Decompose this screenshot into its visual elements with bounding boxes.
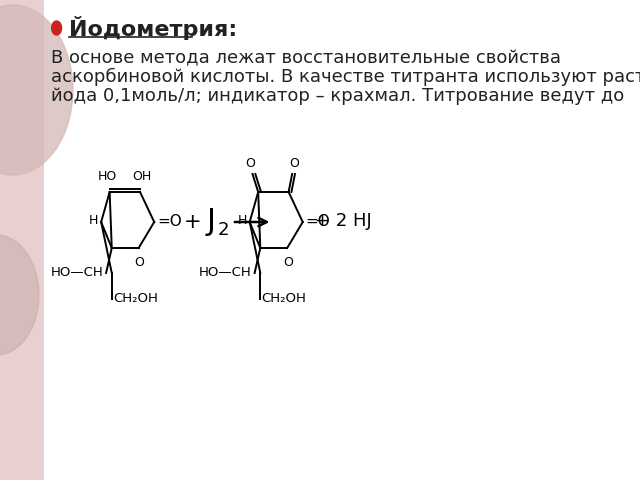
Text: йода 0,1моль/л; индикатор – крахмал. Титрование ведут до: йода 0,1моль/л; индикатор – крахмал. Тит… [51, 87, 624, 105]
Circle shape [52, 21, 61, 35]
Text: =O: =O [305, 214, 330, 228]
Text: + 2 HJ: + 2 HJ [316, 212, 372, 230]
Text: CH₂OH: CH₂OH [262, 292, 307, 305]
Text: 2: 2 [218, 221, 229, 239]
Text: HO: HO [98, 170, 117, 183]
Text: HO—CH: HO—CH [51, 266, 103, 279]
Text: H: H [237, 214, 247, 227]
Circle shape [0, 235, 39, 355]
Text: В основе метода лежат восстановительные свойства: В основе метода лежат восстановительные … [51, 49, 561, 67]
FancyBboxPatch shape [0, 0, 44, 480]
Text: CH₂OH: CH₂OH [113, 292, 158, 305]
Text: H: H [89, 214, 99, 227]
Text: O: O [134, 256, 144, 269]
Text: +: + [184, 212, 201, 232]
Text: O: O [246, 157, 255, 170]
Text: J: J [207, 207, 216, 237]
Circle shape [0, 5, 73, 175]
Text: Йодометрия:: Йодометрия: [68, 16, 237, 40]
Text: аскорбиновой кислоты. В качестве титранта используют раствор: аскорбиновой кислоты. В качестве титрант… [51, 68, 640, 86]
Text: HO—CH: HO—CH [199, 266, 252, 279]
Text: =O: =O [157, 214, 182, 228]
Text: O: O [289, 157, 299, 170]
Text: OH: OH [132, 170, 152, 183]
Text: O: O [283, 256, 293, 269]
